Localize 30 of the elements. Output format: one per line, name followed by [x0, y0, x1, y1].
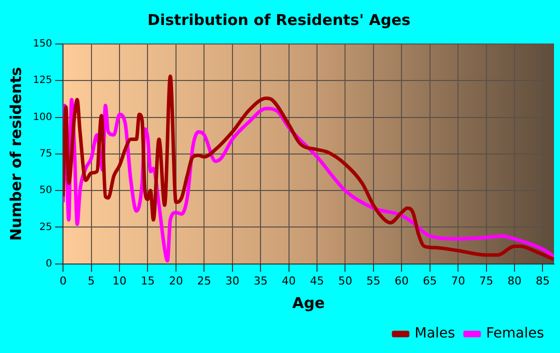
x-tick-label: 10: [112, 274, 127, 288]
x-tick-label: 35: [254, 274, 268, 288]
x-tick-label: 20: [168, 274, 183, 288]
x-tick-label: 85: [536, 274, 550, 288]
x-tick-label: 0: [60, 274, 67, 288]
x-tick-label: 50: [338, 274, 352, 288]
chart-title: Distribution of Residents' Ages: [148, 10, 411, 29]
x-tick-label: 65: [422, 274, 437, 288]
y-tick-label: 100: [32, 112, 52, 123]
x-tick-label: 5: [88, 274, 95, 288]
x-tick-label: 25: [197, 274, 212, 288]
y-tick-label: 150: [32, 38, 52, 50]
x-axis-title: Age: [292, 294, 325, 312]
x-tick-label: 55: [366, 274, 380, 288]
y-tick-label: 125: [32, 75, 52, 86]
y-tick-label: 50: [39, 185, 52, 196]
x-tick-label: 30: [225, 274, 240, 288]
x-tick-label: 75: [479, 274, 494, 288]
y-tick-label: 75: [39, 148, 52, 160]
x-tick-label: 70: [451, 274, 466, 288]
y-tick-label: 25: [39, 222, 52, 233]
x-tick-label: 40: [282, 274, 296, 288]
x-tick-label: 80: [508, 274, 522, 288]
y-axis-title: Number of residents: [6, 66, 25, 241]
legend-label: Males: [414, 326, 456, 342]
x-tick-label: 15: [140, 274, 155, 288]
x-tick-label: 60: [394, 274, 409, 288]
x-tick-label: 45: [310, 274, 324, 288]
legend-label: Females: [486, 326, 544, 342]
y-tick-label: 0: [46, 258, 52, 270]
